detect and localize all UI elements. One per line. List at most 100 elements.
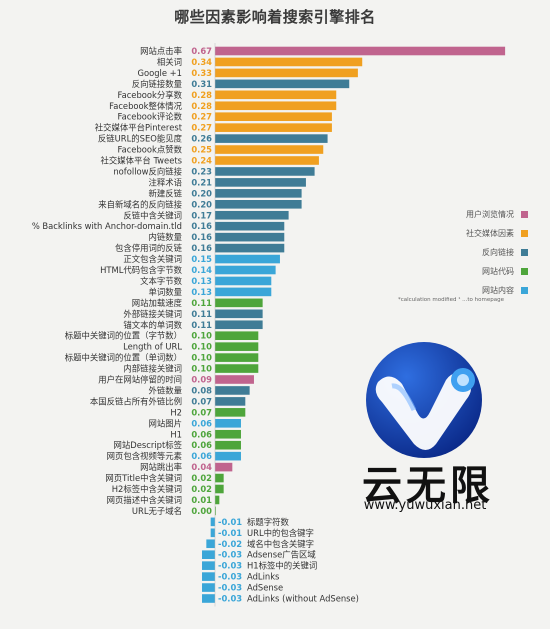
value-label: 0.24 <box>191 156 212 166</box>
value-label: -0.01 <box>218 528 242 538</box>
bar <box>215 167 315 176</box>
bar <box>215 287 272 297</box>
bar <box>215 440 241 450</box>
category-label: 外部链接关键词 <box>123 309 182 319</box>
category-label: HTML代码包含字节数 <box>100 265 183 275</box>
bar <box>215 429 241 439</box>
category-label: Facebook评论数 <box>118 112 183 122</box>
value-label: 0.28 <box>191 101 212 111</box>
category-label: % Backlinks with Anchor-domain.tld <box>32 221 182 231</box>
legend-swatch <box>521 230 528 237</box>
value-label: 0.20 <box>191 188 212 198</box>
bar <box>215 506 216 516</box>
bar <box>202 594 215 603</box>
value-label: 0.11 <box>191 298 212 308</box>
value-label: 0.20 <box>191 199 212 209</box>
bar <box>215 276 272 286</box>
value-label: 0.14 <box>191 265 212 275</box>
value-label: 0.26 <box>191 134 212 144</box>
category-label: 锚文本的单词数 <box>123 320 182 330</box>
value-label: 0.13 <box>191 276 212 286</box>
bar <box>215 101 337 111</box>
category-label: 来自新域名的反向链接 <box>98 199 182 209</box>
value-label: 0.13 <box>191 287 212 297</box>
value-label: 0.09 <box>191 375 212 385</box>
category-label: H2 <box>170 407 182 417</box>
category-label: 网站图片 <box>149 418 183 428</box>
bar <box>215 210 289 220</box>
value-label: 0.34 <box>191 57 212 67</box>
category-label: 用户在网站停留的时间 <box>98 375 182 385</box>
category-label: 网站加载速度 <box>132 298 183 308</box>
bar <box>215 112 332 121</box>
value-label: -0.03 <box>218 572 242 582</box>
bar <box>215 386 250 395</box>
category-label: H1标签中的关键词 <box>247 561 317 571</box>
bar <box>215 134 328 143</box>
legend-item-user: 用户浏览情况 <box>438 205 528 224</box>
bar <box>210 517 215 527</box>
category-label: Facebook整体情况 <box>109 101 182 111</box>
category-label: AdSense <box>247 583 283 593</box>
yuwuxian-logo <box>366 342 482 458</box>
category-label: 网页描述中含关键词 <box>107 495 182 505</box>
bar <box>206 539 215 549</box>
legend-label: 社交媒体因素 <box>466 229 514 238</box>
category-label: 域名中包含关键字 <box>247 539 314 549</box>
category-label: Google +1 <box>137 68 182 78</box>
bar <box>215 419 241 428</box>
category-label: Facebook点赞数 <box>118 145 183 155</box>
bar <box>215 495 220 505</box>
category-label: 社交媒体平台Pinterest <box>95 123 183 133</box>
value-label: 0.07 <box>191 407 212 417</box>
legend-label: 反向链接 <box>482 248 514 257</box>
value-label: 0.10 <box>191 364 212 374</box>
value-label: 0.11 <box>191 320 212 330</box>
bar <box>215 342 259 351</box>
bar <box>215 331 259 340</box>
category-label: 正文包含关键词 <box>123 254 182 264</box>
bar <box>202 583 215 592</box>
category-label: Facebook分享数 <box>118 90 183 100</box>
legend-swatch <box>521 287 528 294</box>
bar <box>215 123 332 132</box>
value-label: 0.04 <box>191 462 212 472</box>
bar <box>215 265 276 275</box>
category-label: nofollow反向链接 <box>113 166 182 176</box>
bar <box>202 572 215 581</box>
bar <box>215 298 263 308</box>
value-label: 0.06 <box>191 451 212 461</box>
value-label: -0.03 <box>218 561 242 571</box>
bar <box>215 375 254 384</box>
legend-label: 网站内容 <box>482 286 514 295</box>
category-label: 相关词 <box>157 57 182 67</box>
category-label: AdLinks (without AdSense) <box>247 594 359 604</box>
category-label: 新建反链 <box>149 188 183 198</box>
legend-swatch <box>521 268 528 275</box>
category-label: 网站点击率 <box>140 46 182 56</box>
category-label: 反链URL的SEO能见度 <box>98 134 183 144</box>
value-label: 0.06 <box>191 418 212 428</box>
category-label: H1 <box>170 429 182 439</box>
value-label: 0.17 <box>191 210 212 220</box>
value-label: 0.10 <box>191 353 212 363</box>
bar <box>215 189 302 198</box>
bar <box>215 243 285 253</box>
value-label: 0.16 <box>191 232 212 242</box>
value-label: -0.03 <box>218 550 242 560</box>
value-label: 0.06 <box>191 429 212 439</box>
value-label: 0.16 <box>191 221 212 231</box>
bar <box>202 550 215 559</box>
bar <box>215 79 350 89</box>
value-label: 0.67 <box>191 46 212 56</box>
category-label: 社交媒体平台 Tweets <box>101 156 182 166</box>
bar <box>215 353 259 362</box>
value-label: -0.02 <box>218 539 242 549</box>
legend-item-code: 网站代码 <box>438 262 528 281</box>
value-label: 0.33 <box>191 68 212 78</box>
value-label: 0.23 <box>191 166 212 176</box>
bar <box>215 408 246 417</box>
category-label: 网页Title中含关键词 <box>105 473 182 483</box>
category-label: 外链数量 <box>149 385 183 395</box>
value-label: 0.10 <box>191 331 212 341</box>
